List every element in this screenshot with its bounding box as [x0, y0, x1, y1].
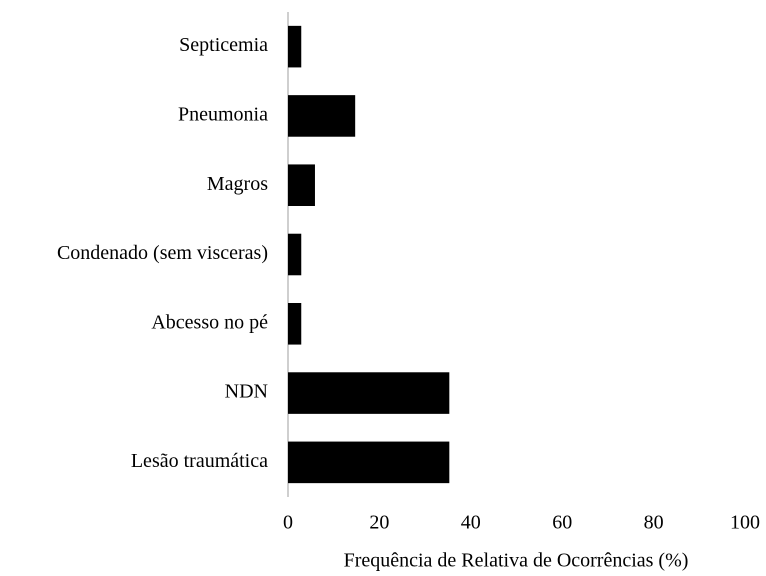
- y-tick-label: Septicemia: [179, 34, 268, 56]
- y-tick-label: NDN: [225, 381, 268, 403]
- x-tick-label: 40: [461, 512, 481, 534]
- bar: [288, 95, 356, 137]
- y-tick-label: Condenado (sem visceras): [57, 242, 268, 264]
- y-tick-label: Abcesso no pé: [151, 311, 268, 333]
- x-tick-label: 20: [369, 512, 389, 534]
- x-axis-label: Frequência de Relativa de Ocorrências (%…: [344, 550, 689, 572]
- x-tick-label: 100: [730, 512, 760, 534]
- bar: [288, 372, 450, 414]
- y-tick-label: Pneumonia: [178, 104, 268, 126]
- x-tick-label: 60: [552, 512, 572, 534]
- x-tick-label: 80: [644, 512, 664, 534]
- bar: [288, 303, 302, 345]
- bar: [288, 164, 315, 206]
- bar: [288, 233, 302, 276]
- x-tick-label: 0: [283, 512, 293, 534]
- y-tick-label: Lesão traumática: [131, 450, 268, 472]
- y-tick-label: Magros: [207, 173, 268, 195]
- bar: [288, 441, 450, 484]
- bar: [288, 25, 302, 68]
